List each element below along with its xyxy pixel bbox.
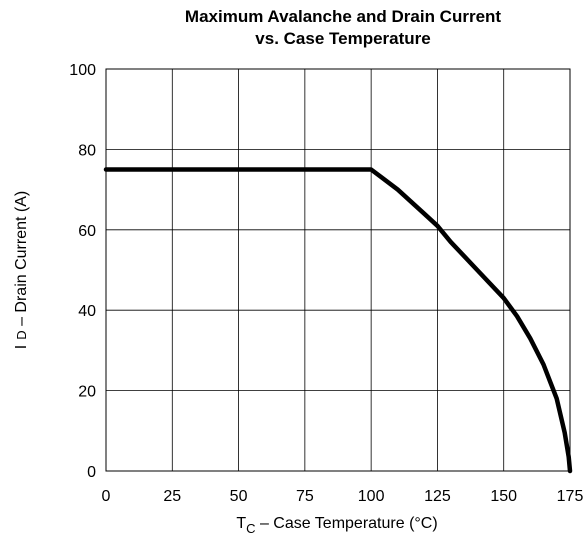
series-layer	[103, 167, 573, 474]
x-tick-label: 100	[358, 488, 385, 505]
x-axis-label-symbol: T	[236, 515, 246, 532]
series-line	[103, 167, 573, 474]
y-tick-label: 80	[78, 142, 96, 159]
x-axis-label: TC – Case Temperature (°C)	[236, 515, 437, 536]
y-tick-label: 100	[69, 62, 96, 79]
y-tick-label: 0	[87, 464, 96, 481]
chart-subtitle: vs. Case Temperature	[255, 29, 430, 48]
chart-title: Maximum Avalanche and Drain Current	[185, 7, 501, 26]
y-axis-label: I D – Drain Current (A)	[13, 191, 30, 349]
x-tick-label: 0	[102, 488, 111, 505]
y-axis-label-subscript: D	[14, 330, 29, 339]
x-tick-label: 25	[163, 488, 181, 505]
x-tick-label: 175	[557, 488, 584, 505]
y-tick-label: 40	[78, 303, 96, 320]
tick-labels: 0 25 50 75 100 125 150 175 0 20 40 60 80 100	[69, 62, 583, 505]
x-axis-label-subscript: C	[246, 521, 255, 536]
x-axis-label-text: – Case Temperature (°C)	[256, 515, 438, 532]
x-tick-label: 150	[490, 488, 517, 505]
plot-frame	[105, 68, 571, 472]
y-tick-label: 20	[78, 384, 96, 401]
x-tick-label: 50	[230, 488, 248, 505]
x-tick-label: 75	[296, 488, 314, 505]
grid	[105, 68, 571, 472]
y-axis-label-text: – Drain Current (A)	[13, 191, 30, 331]
y-tick-label: 60	[78, 223, 96, 240]
x-tick-label: 125	[424, 488, 451, 505]
y-axis-label-symbol: I	[13, 345, 30, 349]
